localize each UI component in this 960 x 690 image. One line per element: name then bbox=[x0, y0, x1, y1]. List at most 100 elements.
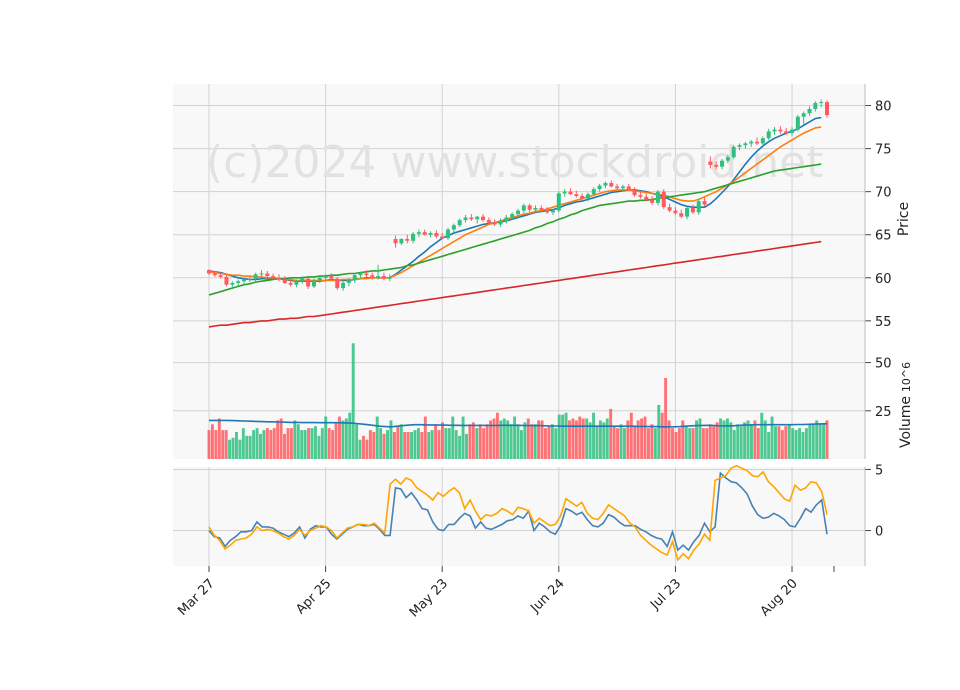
volume-bar bbox=[777, 426, 781, 459]
volume-bar bbox=[767, 432, 771, 459]
volume-bar bbox=[636, 420, 640, 459]
volume-bar bbox=[344, 418, 348, 459]
candle-body bbox=[825, 102, 829, 116]
candle-body bbox=[317, 277, 322, 281]
candle-body bbox=[702, 201, 707, 205]
price-panel bbox=[207, 99, 829, 328]
candle-body bbox=[282, 279, 287, 283]
volume-bar bbox=[722, 420, 726, 459]
volume-bar bbox=[231, 437, 235, 459]
volume-bar bbox=[355, 424, 359, 459]
volume-bar bbox=[413, 430, 417, 459]
volume-bar bbox=[770, 416, 774, 459]
candle-body bbox=[778, 129, 783, 132]
candle-body bbox=[463, 217, 468, 221]
volume-bar bbox=[279, 418, 283, 459]
volume-bar bbox=[348, 412, 352, 459]
volume-bar bbox=[221, 430, 225, 459]
candle-body bbox=[451, 225, 456, 230]
volume-bar bbox=[351, 343, 355, 459]
volume-bar bbox=[633, 426, 637, 459]
candle-body bbox=[819, 102, 824, 104]
volume-bar bbox=[671, 428, 674, 459]
volume-bar bbox=[695, 420, 698, 459]
volume-bar bbox=[626, 420, 630, 459]
candle-body bbox=[743, 143, 748, 146]
volume-bar bbox=[677, 428, 681, 459]
candle-body bbox=[341, 282, 346, 289]
volume-bar bbox=[804, 428, 808, 459]
candle-body bbox=[714, 164, 719, 167]
candle-body bbox=[446, 229, 451, 239]
moving-average-line bbox=[208, 116, 822, 283]
candle-body bbox=[696, 201, 701, 213]
volume-bar bbox=[612, 426, 616, 459]
volume-bar bbox=[245, 435, 249, 459]
volume-bar bbox=[660, 412, 664, 459]
volume-bar bbox=[224, 430, 228, 459]
volume-bar bbox=[296, 424, 300, 459]
volume-bar bbox=[715, 422, 719, 459]
candle-body bbox=[661, 191, 666, 208]
volume-bar bbox=[657, 405, 661, 459]
volume-bar bbox=[252, 430, 256, 459]
volume-bar bbox=[403, 432, 407, 459]
volume-bar bbox=[293, 420, 297, 459]
volume-bar bbox=[667, 420, 671, 459]
candle-body bbox=[387, 276, 392, 279]
volume-bar bbox=[763, 420, 767, 459]
candle-body bbox=[288, 282, 293, 285]
volume-bar bbox=[698, 418, 702, 459]
volume-bar bbox=[475, 428, 479, 459]
candle-body bbox=[760, 138, 765, 144]
candle-body bbox=[527, 205, 532, 210]
moving-average-line bbox=[208, 163, 822, 296]
volume-bar bbox=[392, 432, 396, 459]
candle-body bbox=[265, 273, 270, 277]
volume-bar bbox=[811, 424, 815, 459]
volume-bar bbox=[725, 418, 729, 459]
volume-bar bbox=[482, 428, 486, 459]
candle-body bbox=[673, 210, 678, 214]
volume-bar bbox=[389, 420, 393, 459]
volume-bar bbox=[217, 418, 221, 459]
volume-bar bbox=[664, 378, 668, 459]
volume-bar bbox=[561, 414, 565, 459]
candle-body bbox=[405, 239, 410, 241]
volume-bar bbox=[798, 428, 801, 459]
candle-body bbox=[469, 217, 474, 220]
candle-body bbox=[352, 275, 357, 281]
candle-body bbox=[667, 207, 672, 211]
candle-body bbox=[236, 281, 241, 283]
volume-bar bbox=[688, 428, 692, 459]
volume-bar bbox=[616, 428, 620, 459]
volume-bar bbox=[602, 422, 606, 459]
candle-body bbox=[562, 191, 567, 194]
volume-bar bbox=[818, 424, 822, 459]
candle-body bbox=[475, 216, 480, 220]
price-y-tick-label: 70 bbox=[875, 186, 892, 201]
volume-bar bbox=[753, 420, 757, 459]
volume-bar bbox=[492, 418, 496, 459]
candle-body bbox=[550, 210, 555, 213]
volume-bar bbox=[427, 432, 431, 459]
volume-bar bbox=[324, 416, 328, 459]
volume-bar bbox=[365, 439, 369, 459]
volume-bar bbox=[629, 412, 633, 459]
volume-bar bbox=[588, 422, 592, 459]
x-tick-label: Apr 25 bbox=[293, 576, 334, 617]
candle-body bbox=[428, 233, 433, 235]
volume-bar bbox=[523, 422, 527, 459]
volume-bar bbox=[774, 426, 777, 459]
volume-bar bbox=[571, 418, 575, 459]
price-y-tick-label: 80 bbox=[875, 100, 892, 115]
candle-body bbox=[795, 116, 800, 130]
volume-y-tick-label: 25 bbox=[875, 405, 892, 420]
candle-body bbox=[533, 208, 538, 210]
volume-bar bbox=[780, 430, 784, 459]
volume-bar bbox=[506, 420, 510, 459]
candle-body bbox=[591, 189, 596, 195]
candle-body bbox=[306, 278, 311, 287]
candle-body bbox=[568, 191, 573, 195]
